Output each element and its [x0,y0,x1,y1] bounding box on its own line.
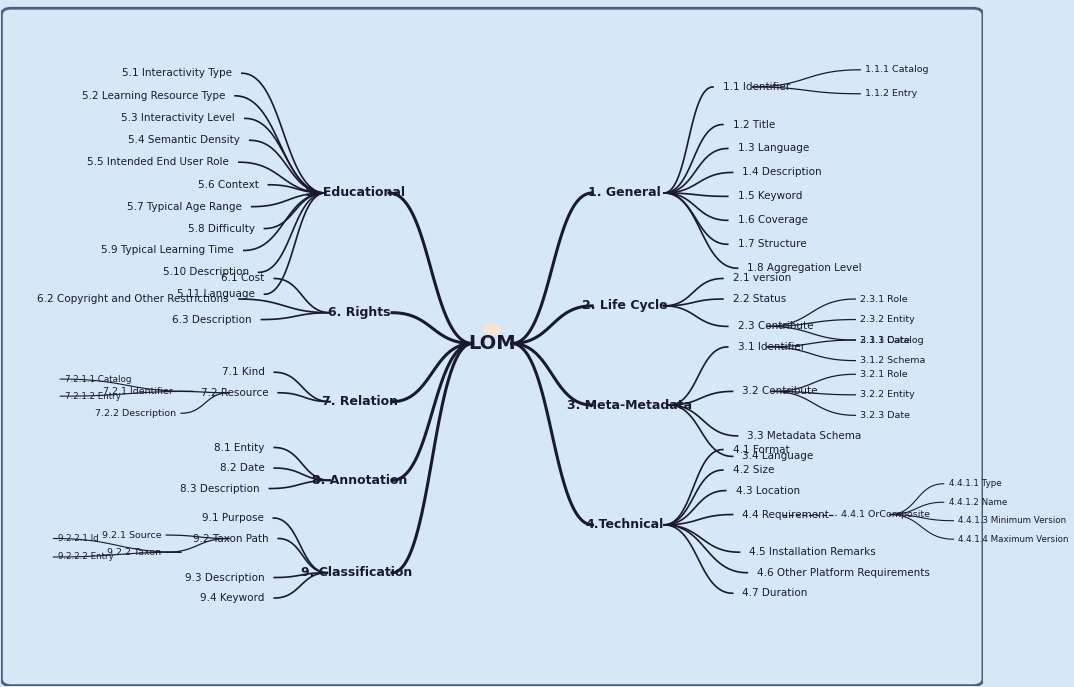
Text: 8.2 Date: 8.2 Date [220,463,264,473]
Text: 4.6 Other Platform Requirements: 4.6 Other Platform Requirements [757,567,930,578]
Text: 3.2.3 Date: 3.2.3 Date [860,411,911,420]
Text: 7.2.2 Description: 7.2.2 Description [95,409,176,418]
Text: 2.3.2 Entity: 2.3.2 Entity [860,315,915,324]
Text: 3.1.2 Schema: 3.1.2 Schema [860,356,926,365]
Text: LOM: LOM [468,334,516,353]
Text: 4.2 Size: 4.2 Size [732,465,774,475]
Text: 3.2.1 Role: 3.2.1 Role [860,370,908,379]
Circle shape [484,324,500,335]
Text: 3.1.1 Catalog: 3.1.1 Catalog [860,335,924,345]
Text: 4.4.1.2 Name: 4.4.1.2 Name [948,498,1006,507]
Text: 5.10 Description: 5.10 Description [162,267,249,278]
Text: 4.Technical: 4.Technical [585,518,664,531]
Text: 1.4 Description: 1.4 Description [742,168,822,177]
Text: 1.1.1 Catalog: 1.1.1 Catalog [866,65,929,74]
Text: 3.2 Contribute: 3.2 Contribute [742,386,818,396]
Text: 9. Classification: 9. Classification [301,566,412,579]
Text: 5. Educational: 5. Educational [305,186,405,199]
Text: 2. Life Cycle: 2. Life Cycle [582,300,667,313]
Text: 7.2.1 Identifier: 7.2.1 Identifier [103,387,173,396]
Text: 2.3.1 Role: 2.3.1 Role [860,295,908,304]
Text: 6.2 Copyright and Other Restrictions: 6.2 Copyright and Other Restrictions [38,294,229,304]
Text: 4.1 Format: 4.1 Format [732,444,789,455]
Text: 5.7 Typical Age Range: 5.7 Typical Age Range [127,202,242,212]
Text: 3.3 Metadata Schema: 3.3 Metadata Schema [748,431,861,441]
Text: 9.2.2.2 Entry: 9.2.2.2 Entry [58,552,114,561]
Text: 9.2.1 Source: 9.2.1 Source [102,530,161,539]
Text: 5.4 Semantic Density: 5.4 Semantic Density [128,135,240,145]
Text: 8. Annotation: 8. Annotation [311,474,407,487]
Text: 3. Meta-Metadata: 3. Meta-Metadata [567,398,692,412]
Text: 9.2 Taxon Path: 9.2 Taxon Path [192,534,268,543]
Text: 3.4 Language: 3.4 Language [742,451,814,462]
Text: 5.8 Difficulty: 5.8 Difficulty [188,223,255,234]
Text: 4.7 Duration: 4.7 Duration [742,588,808,598]
Text: 6.3 Description: 6.3 Description [172,315,251,324]
Text: 9.2.2.1 Id: 9.2.2.1 Id [58,534,99,543]
Text: 7.2.1.1 Catalog: 7.2.1.1 Catalog [66,374,132,383]
Text: 5.6 Context: 5.6 Context [198,180,259,190]
Text: 2.3.3 Date: 2.3.3 Date [860,335,911,345]
Text: 9.4 Keyword: 9.4 Keyword [200,593,264,603]
Text: 6.1 Cost: 6.1 Cost [221,273,264,284]
Text: 5.5 Intended End User Role: 5.5 Intended End User Role [87,157,229,167]
Text: 5.1 Interactivity Type: 5.1 Interactivity Type [122,68,232,78]
Text: 1.3 Language: 1.3 Language [738,144,809,153]
Text: 4.4.1.4 Maximum Version: 4.4.1.4 Maximum Version [958,534,1069,543]
Text: 7.2.1.2 Entry: 7.2.1.2 Entry [66,392,121,401]
Text: 2.1 version: 2.1 version [732,273,790,284]
Text: 1. General: 1. General [589,186,661,199]
Text: 2.2 Status: 2.2 Status [732,294,786,304]
Text: 1.8 Aggregation Level: 1.8 Aggregation Level [748,263,862,273]
Text: 4.3 Location: 4.3 Location [736,486,800,495]
Text: 8.3 Description: 8.3 Description [180,484,260,493]
Text: 3.2.2 Entity: 3.2.2 Entity [860,390,915,399]
Text: 5.9 Typical Learning Time: 5.9 Typical Learning Time [101,245,234,256]
Text: 4.5 Installation Remarks: 4.5 Installation Remarks [750,547,876,557]
Text: 4.4 Requirement: 4.4 Requirement [742,510,829,519]
Text: 1.1.2 Entry: 1.1.2 Entry [866,89,917,98]
Text: 9.3 Description: 9.3 Description [185,572,264,583]
Text: 5.3 Interactivity Level: 5.3 Interactivity Level [121,113,235,124]
Text: 1.6 Coverage: 1.6 Coverage [738,215,808,225]
Text: 9.1 Purpose: 9.1 Purpose [202,513,263,523]
Text: 8.1 Entity: 8.1 Entity [214,442,264,453]
Text: 5.2 Learning Resource Type: 5.2 Learning Resource Type [82,91,226,101]
Text: 1.5 Keyword: 1.5 Keyword [738,192,802,201]
Text: 4.4.1 OrComposite: 4.4.1 OrComposite [841,510,930,519]
Text: 4.4.1.1 Type: 4.4.1.1 Type [948,480,1001,488]
Text: 9.2.2 Taxon: 9.2.2 Taxon [107,548,161,556]
Text: 5.11 Language: 5.11 Language [177,289,255,300]
Text: 1.7 Structure: 1.7 Structure [738,239,807,249]
Text: 7. Relation: 7. Relation [321,395,397,408]
Text: 7.2 Resource: 7.2 Resource [201,387,268,398]
Text: 4.4.1.3 Minimum Version: 4.4.1.3 Minimum Version [958,516,1066,526]
Text: 3.1 Identifier: 3.1 Identifier [738,342,804,352]
Text: 7.1 Kind: 7.1 Kind [221,368,264,377]
FancyBboxPatch shape [1,8,983,686]
Text: 1.2 Title: 1.2 Title [732,120,774,130]
Text: 2.3 Contribute: 2.3 Contribute [738,322,813,331]
Text: 1.1 Identifier: 1.1 Identifier [723,82,790,92]
Text: 6. Rights: 6. Rights [329,306,391,319]
